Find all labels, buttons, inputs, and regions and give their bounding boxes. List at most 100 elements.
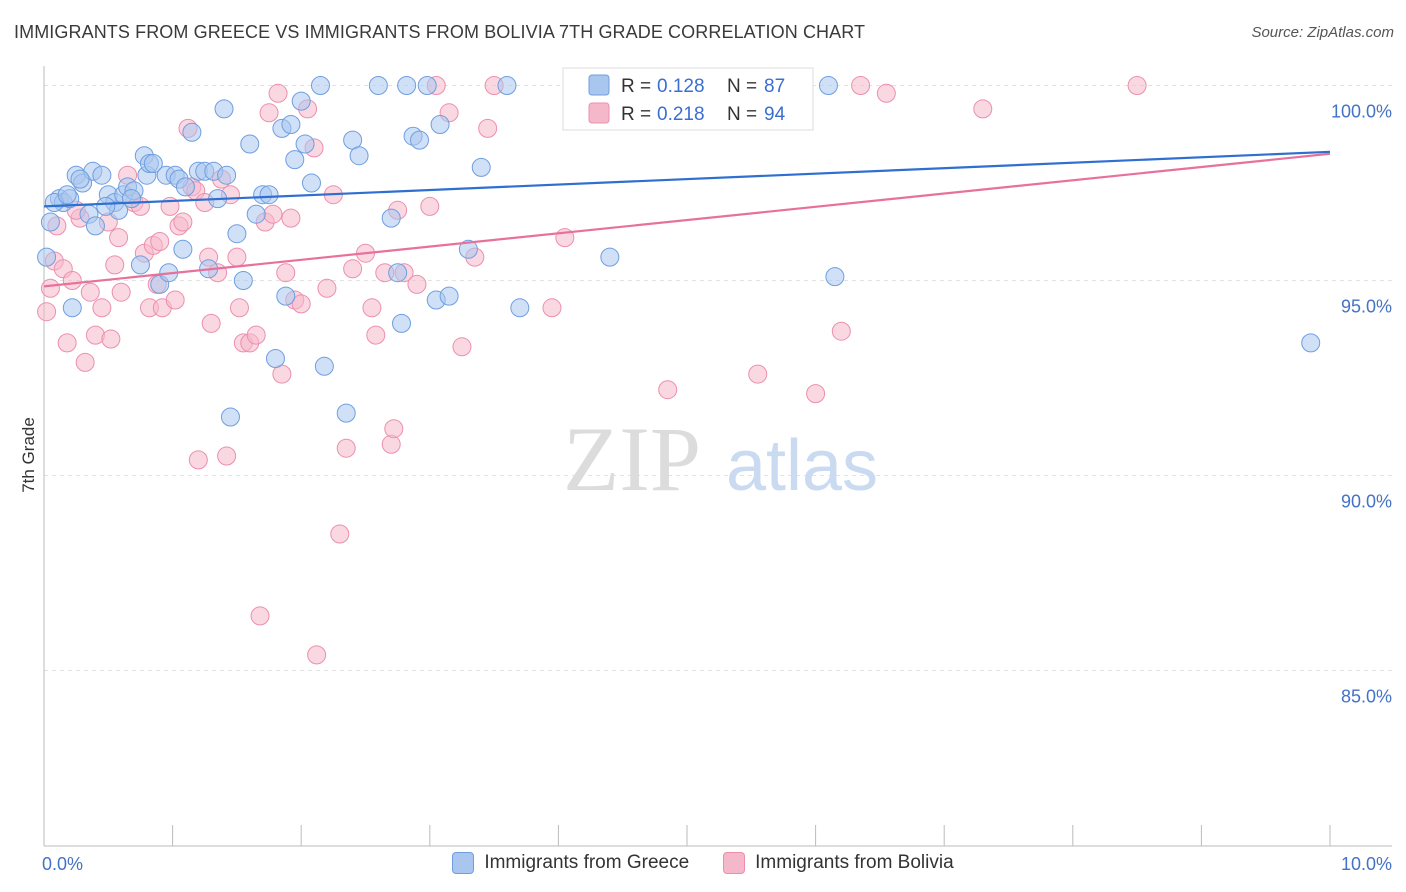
x-tick-min: 0.0% bbox=[42, 854, 83, 874]
axes bbox=[43, 66, 1392, 847]
watermark-zip: ZIP bbox=[563, 408, 701, 510]
bolivia-point bbox=[366, 325, 386, 345]
greece-point bbox=[173, 239, 193, 259]
greece-point bbox=[310, 76, 330, 95]
bolivia-point bbox=[227, 247, 247, 267]
x-tick-max: 10.0% bbox=[1341, 854, 1392, 874]
bolivia-point bbox=[188, 450, 208, 470]
legend-label-greece: Immigrants from Greece bbox=[484, 852, 690, 873]
bolivia-point bbox=[336, 438, 356, 458]
bolivia-point bbox=[542, 298, 562, 318]
legend-swatch-greece-bottom bbox=[452, 852, 475, 874]
greece-point bbox=[349, 146, 369, 166]
bolivia-point bbox=[330, 524, 350, 544]
bolivia-point bbox=[57, 333, 77, 353]
greece-point bbox=[214, 99, 234, 119]
legend-r-label-greece: R = bbox=[621, 76, 651, 97]
greece-point bbox=[600, 247, 620, 267]
greece-point bbox=[57, 185, 77, 205]
greece-point bbox=[381, 208, 401, 228]
greece-point bbox=[217, 165, 237, 185]
bolivia-point bbox=[478, 118, 498, 138]
bolivia-point bbox=[111, 282, 131, 302]
legend-label-bolivia: Immigrants from Bolivia bbox=[755, 852, 954, 873]
series-legend: Immigrants from Greece Immigrants from B… bbox=[0, 852, 1406, 874]
greece-point bbox=[510, 298, 530, 318]
bolivia-point bbox=[268, 83, 288, 103]
bolivia-point bbox=[40, 278, 60, 298]
greece-point bbox=[430, 115, 450, 134]
bolivia-point bbox=[851, 76, 871, 95]
greece-point bbox=[291, 91, 311, 111]
greece-point bbox=[497, 76, 517, 95]
greece-point bbox=[96, 196, 116, 216]
bolivia-point bbox=[250, 606, 270, 626]
greece-point bbox=[336, 403, 356, 423]
bolivia-point bbox=[307, 645, 327, 665]
legend-swatch-bolivia bbox=[588, 102, 610, 124]
legend-r-bolivia: 0.218 bbox=[657, 104, 705, 125]
greece-point bbox=[368, 76, 388, 95]
legend-item-bolivia[interactable]: Immigrants from Bolivia bbox=[723, 852, 954, 874]
bolivia-point bbox=[109, 228, 129, 248]
bolivia-point bbox=[1127, 76, 1147, 95]
greece-point bbox=[458, 239, 478, 259]
greece-point bbox=[825, 267, 845, 287]
bolivia-point bbox=[281, 208, 301, 228]
greece-point bbox=[259, 185, 279, 205]
watermark-atlas: atlas bbox=[726, 426, 878, 506]
greece-point bbox=[220, 407, 240, 427]
legend-swatch-greece bbox=[588, 74, 610, 96]
bolivia-point bbox=[150, 232, 170, 251]
bolivia-point bbox=[343, 259, 363, 279]
y-tick-label: 90.0% bbox=[1341, 492, 1392, 512]
greece-point bbox=[227, 224, 247, 244]
bolivia-point bbox=[165, 290, 185, 310]
greece-point bbox=[240, 134, 260, 154]
greece-trend-line bbox=[43, 150, 1331, 208]
bolivia-point bbox=[105, 255, 125, 275]
bolivia-point bbox=[420, 196, 440, 216]
greece-point bbox=[818, 76, 838, 95]
legend-r-greece: 0.128 bbox=[657, 76, 705, 97]
y-tick-label: 85.0% bbox=[1341, 687, 1392, 707]
bolivia-point bbox=[37, 302, 57, 322]
greece-point bbox=[397, 76, 417, 95]
greece-point bbox=[92, 165, 112, 185]
greece-point bbox=[233, 271, 253, 290]
greece-point bbox=[301, 173, 321, 193]
bolivia-point bbox=[291, 294, 311, 314]
legend-item-greece[interactable]: Immigrants from Greece bbox=[452, 852, 689, 874]
greece-point bbox=[314, 356, 334, 376]
y-tick-label: 95.0% bbox=[1341, 297, 1392, 317]
legend-n-bolivia: 94 bbox=[764, 104, 786, 125]
greece-point bbox=[392, 313, 412, 333]
bolivia-point bbox=[876, 83, 896, 103]
greece-point bbox=[265, 349, 285, 368]
bolivia-point bbox=[173, 212, 193, 232]
greece-point bbox=[285, 150, 305, 170]
bolivia-point bbox=[806, 384, 826, 404]
greece-point bbox=[1301, 333, 1321, 353]
bolivia-point bbox=[831, 321, 851, 341]
greece-point bbox=[388, 263, 408, 283]
source-label: Source: ZipAtlas.com bbox=[1251, 24, 1394, 41]
greece-point bbox=[471, 157, 491, 177]
greece-points bbox=[37, 76, 1321, 427]
bolivia-point bbox=[452, 337, 472, 357]
greece-point bbox=[40, 212, 60, 232]
bolivia-point bbox=[75, 352, 95, 372]
bolivia-point bbox=[263, 204, 283, 224]
greece-point bbox=[246, 204, 266, 224]
y-tick-label: 100.0% bbox=[1331, 102, 1392, 122]
greece-point bbox=[62, 298, 82, 318]
bolivia-point bbox=[407, 274, 427, 294]
bolivia-point bbox=[317, 278, 337, 298]
bolivia-point bbox=[246, 325, 266, 345]
greece-point bbox=[121, 189, 141, 209]
greece-point bbox=[143, 154, 163, 173]
y-tick-labels: 85.0% 90.0% 95.0% 100.0% bbox=[1331, 102, 1392, 707]
greece-point bbox=[439, 286, 459, 306]
bolivia-point bbox=[276, 263, 296, 283]
bolivia-point bbox=[80, 282, 100, 302]
